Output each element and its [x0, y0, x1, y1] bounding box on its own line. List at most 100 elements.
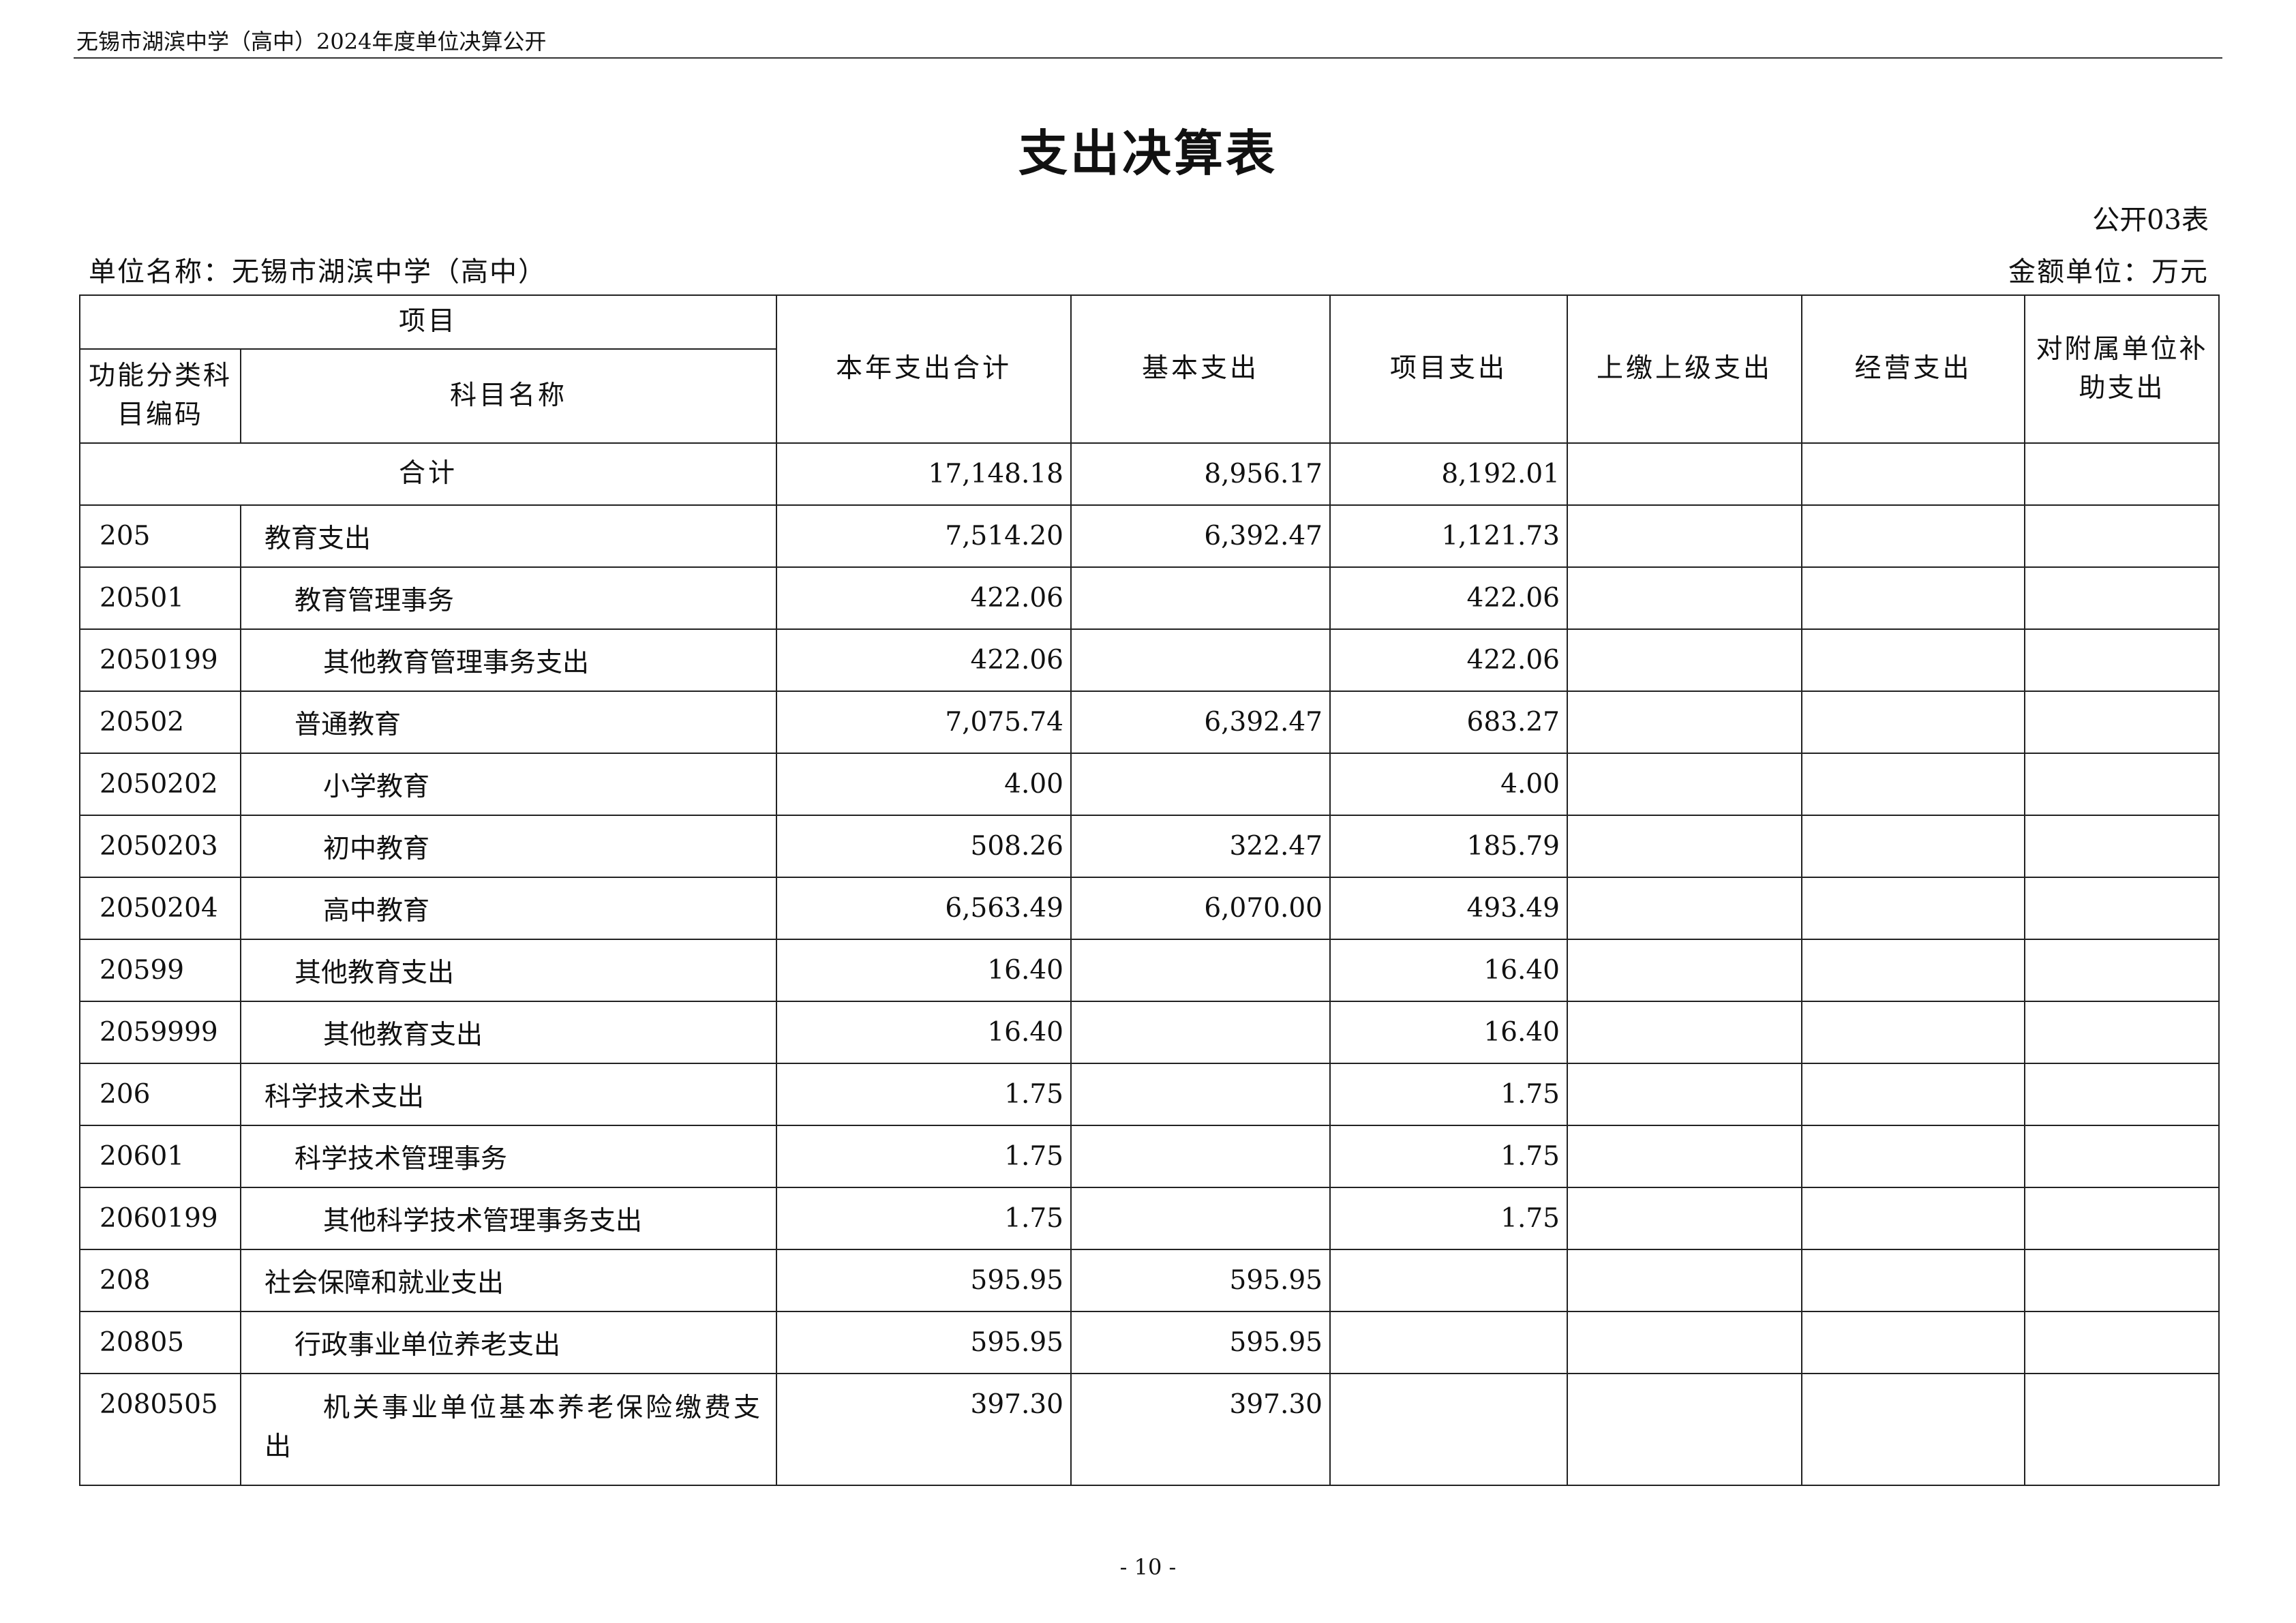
row-subsidy [2024, 877, 2220, 940]
row-upper [1567, 753, 1802, 816]
row-total: 422.06 [776, 628, 1072, 692]
row-business [1801, 1373, 2025, 1486]
table-row: 205 教育支出 7,514.20 6,392.47 1,121.73 [79, 504, 2220, 568]
table-row: 2059999 其他教育支出 16.40 16.40 [79, 1001, 2220, 1064]
row-name: 社会保障和就业支出 [240, 1249, 777, 1312]
table-row: 20502 普通教育 7,075.74 6,392.47 683.27 [79, 691, 2220, 754]
row-basic: 6,392.47 [1070, 691, 1331, 754]
header-subsidy: 对附属单位补助支出 [2024, 294, 2220, 444]
row-upper [1567, 1063, 1802, 1126]
row-business [1801, 691, 2025, 754]
row-basic: 595.95 [1070, 1249, 1331, 1312]
unit-name: 单位名称：无锡市湖滨中学（高中） [89, 256, 547, 288]
row-subsidy [2024, 628, 2220, 692]
row-business [1801, 1249, 2025, 1312]
header-rule [74, 57, 2222, 59]
row-project: 185.79 [1329, 815, 1568, 878]
header-upper: 上缴上级支出 [1567, 294, 1802, 444]
table-row: 20501 教育管理事务 422.06 422.06 [79, 566, 2220, 630]
row-business [1801, 566, 2025, 630]
row-name: 行政事业单位养老支出 [240, 1311, 777, 1374]
row-subsidy [2024, 939, 2220, 1002]
row-name: 机关事业单位基本养老保险缴费支出 [240, 1373, 777, 1486]
running-header: 无锡市湖滨中学（高中）2024年度单位决算公开 [76, 29, 547, 55]
row-subsidy [2024, 691, 2220, 754]
row-name: 教育管理事务 [240, 566, 777, 630]
row-code: 2060199 [79, 1187, 241, 1250]
row-subsidy [2024, 1187, 2220, 1250]
row-basic: 397.30 [1070, 1373, 1331, 1486]
row-project: 4.00 [1329, 753, 1568, 816]
row-upper [1567, 504, 1802, 568]
row-name: 其他教育支出 [240, 939, 777, 1002]
table-row: 20599 其他教育支出 16.40 16.40 [79, 939, 2220, 1002]
row-code: 20599 [79, 939, 241, 1002]
row-code: 2080505 [79, 1373, 241, 1486]
table-row: 20601 科学技术管理事务 1.75 1.75 [79, 1125, 2220, 1188]
row-name: 其他科学技术管理事务支出 [240, 1187, 777, 1250]
header-basic: 基本支出 [1070, 294, 1331, 444]
row-upper [1567, 1187, 1802, 1250]
row-name: 教育支出 [240, 504, 777, 568]
row-total: 1.75 [776, 1187, 1072, 1250]
row-project: 1.75 [1329, 1063, 1568, 1126]
header-name: 科目名称 [240, 348, 777, 444]
row-upper [1567, 939, 1802, 1002]
page-title: 支出决算表 [1018, 124, 1278, 182]
row-total: 7,514.20 [776, 504, 1072, 568]
row-project: 16.40 [1329, 1001, 1568, 1064]
row-upper [1567, 628, 1802, 692]
table-row: 2080505 机关事业单位基本养老保险缴费支出 397.30 397.30 [79, 1373, 2220, 1486]
row-upper [1567, 1249, 1802, 1312]
row-name: 其他教育支出 [240, 1001, 777, 1064]
row-subsidy [2024, 1001, 2220, 1064]
row-business [1801, 1001, 2025, 1064]
page-number: - 10 - [1119, 1554, 1177, 1580]
table-row: 20805 行政事业单位养老支出 595.95 595.95 [79, 1311, 2220, 1374]
row-business [1801, 1311, 2025, 1374]
row-upper [1567, 1311, 1802, 1374]
row-total: 1.75 [776, 1125, 1072, 1188]
table-row: 2050204 高中教育 6,563.49 6,070.00 493.49 [79, 877, 2220, 940]
row-basic: 595.95 [1070, 1311, 1331, 1374]
row-name: 其他教育管理事务支出 [240, 628, 777, 692]
row-total: 422.06 [776, 566, 1072, 630]
row-project: 422.06 [1329, 566, 1568, 630]
row-total: 16.40 [776, 939, 1072, 1002]
table-row: 208 社会保障和就业支出 595.95 595.95 [79, 1249, 2220, 1312]
row-total: 4.00 [776, 753, 1072, 816]
row-business [1801, 939, 2025, 1002]
row-name: 普通教育 [240, 691, 777, 754]
row-code: 2059999 [79, 1001, 241, 1064]
total-basic: 8,956.17 [1070, 442, 1331, 506]
row-subsidy [2024, 1249, 2220, 1312]
row-business [1801, 1187, 2025, 1250]
row-total: 16.40 [776, 1001, 1072, 1064]
row-subsidy [2024, 566, 2220, 630]
row-project: 683.27 [1329, 691, 1568, 754]
header-item: 项目 [79, 294, 777, 350]
row-total: 1.75 [776, 1063, 1072, 1126]
row-business [1801, 1063, 2025, 1126]
row-project: 493.49 [1329, 877, 1568, 940]
row-basic [1070, 566, 1331, 630]
row-name: 科学技术管理事务 [240, 1125, 777, 1188]
row-basic: 6,392.47 [1070, 504, 1331, 568]
row-total: 595.95 [776, 1311, 1072, 1374]
row-project [1329, 1373, 1568, 1486]
row-code: 2050199 [79, 628, 241, 692]
total-total: 17,148.18 [776, 442, 1072, 506]
row-code: 205 [79, 504, 241, 568]
row-code: 206 [79, 1063, 241, 1126]
table-row: 2060199 其他科学技术管理事务支出 1.75 1.75 [79, 1187, 2220, 1250]
row-project: 16.40 [1329, 939, 1568, 1002]
row-business [1801, 1125, 2025, 1188]
row-business [1801, 753, 2025, 816]
row-total: 397.30 [776, 1373, 1072, 1486]
row-project: 1.75 [1329, 1125, 1568, 1188]
row-upper [1567, 815, 1802, 878]
table-row: 2050202 小学教育 4.00 4.00 [79, 753, 2220, 816]
row-code: 20501 [79, 566, 241, 630]
row-subsidy [2024, 1311, 2220, 1374]
row-upper [1567, 1373, 1802, 1486]
